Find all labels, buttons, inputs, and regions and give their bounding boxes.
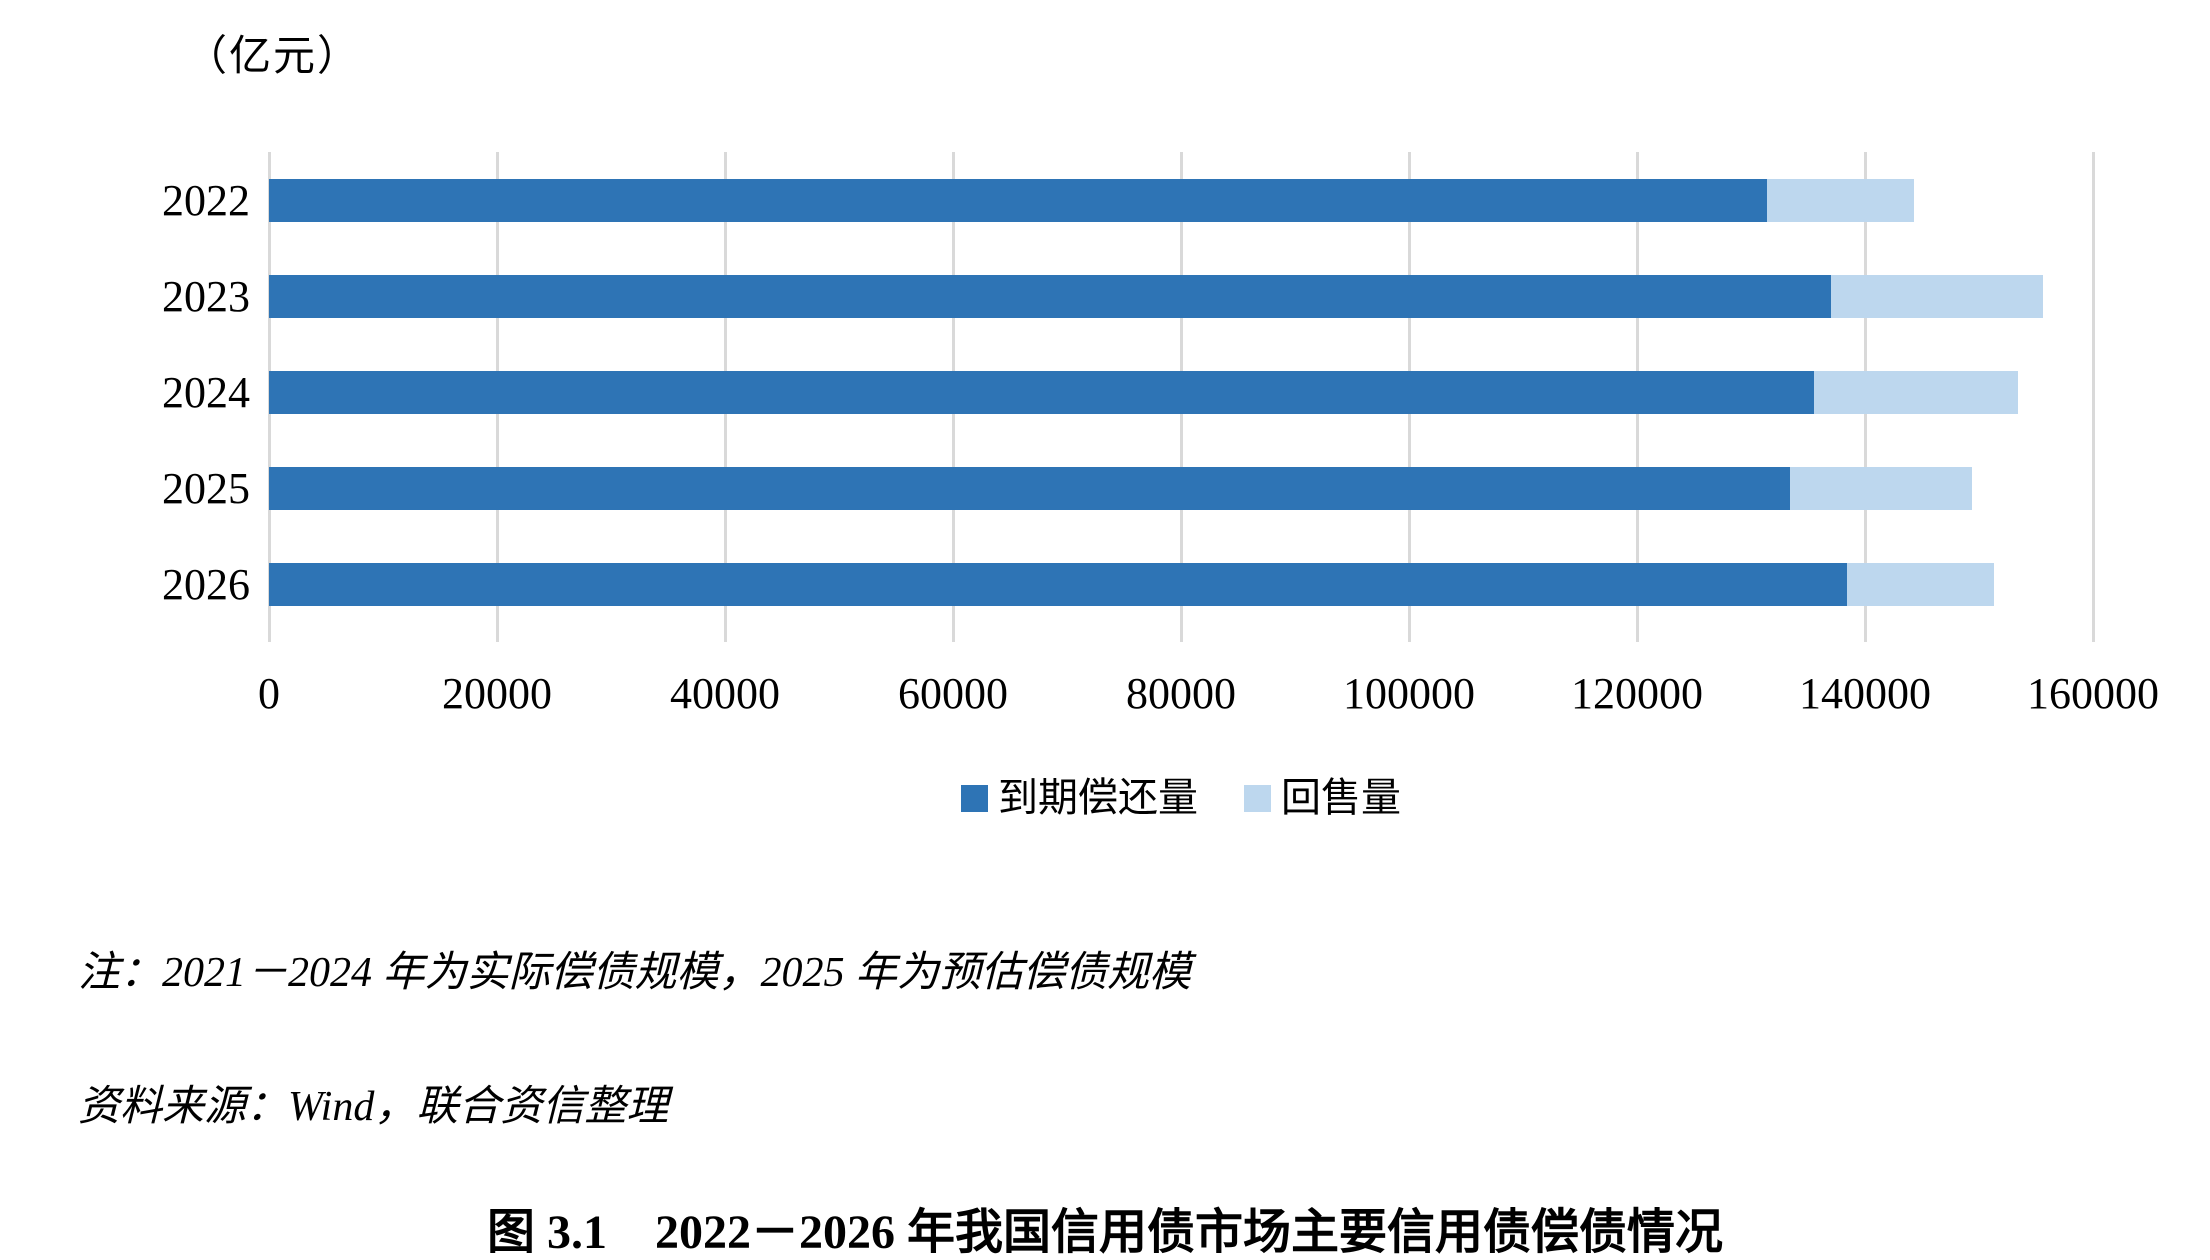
bar-segment-2023-series-0 bbox=[269, 275, 1831, 318]
bar-row-2022 bbox=[269, 179, 1914, 222]
x-tick-label-60000: 60000 bbox=[898, 669, 1008, 718]
y-tick-label-2022: 2022 bbox=[162, 176, 250, 225]
bar-segment-2022-series-1 bbox=[1766, 179, 1914, 222]
bar-segment-2026-series-1 bbox=[1846, 563, 1994, 606]
x-tick-label-80000: 80000 bbox=[1126, 669, 1236, 718]
axis-tick-80000 bbox=[1179, 632, 1183, 642]
bar-segment-2023-series-1 bbox=[1830, 275, 2043, 318]
legend-item-maturity: 到期偿还量 bbox=[961, 778, 1198, 818]
bar-row-2023 bbox=[269, 275, 2043, 318]
axis-tick-140000 bbox=[1863, 632, 1867, 642]
bar-segment-2025-series-1 bbox=[1789, 467, 1973, 510]
bar-row-2025 bbox=[269, 467, 1973, 510]
axis-tick-0 bbox=[267, 632, 271, 642]
bar-segment-2022-series-0 bbox=[269, 179, 1767, 222]
axis-tick-160000 bbox=[2091, 632, 2095, 642]
bar-segment-2024-series-0 bbox=[269, 371, 1814, 414]
plot-area bbox=[267, 152, 2095, 642]
figure-caption: 图 3.1 2022－2026 年我国信用债市场主要信用债偿债情况 bbox=[486, 1206, 1723, 1259]
axis-unit-label: （亿元） bbox=[185, 34, 362, 80]
axis-tick-120000 bbox=[1635, 632, 1639, 642]
axis-tick-40000 bbox=[723, 632, 727, 642]
gridline-160000 bbox=[2091, 152, 2095, 632]
y-tick-label-2025: 2025 bbox=[162, 464, 250, 513]
bar-segment-2026-series-0 bbox=[269, 563, 1847, 606]
legend-label-putback: 回售量 bbox=[1281, 775, 1401, 820]
x-tick-label-100000: 100000 bbox=[1343, 669, 1475, 718]
legend-label-maturity: 到期偿还量 bbox=[998, 775, 1198, 820]
bar-row-2026 bbox=[269, 563, 1994, 606]
bar-row-2024 bbox=[269, 371, 2018, 414]
legend-marker-maturity bbox=[961, 784, 988, 812]
y-tick-label-2024: 2024 bbox=[162, 368, 250, 417]
y-tick-label-2026: 2026 bbox=[162, 560, 250, 609]
figure-note: 注：2021－2024 年为实际偿债规模，2025 年为预估偿债规模 bbox=[78, 950, 1192, 996]
axis-tick-60000 bbox=[951, 632, 955, 642]
y-tick-label-2023: 2023 bbox=[162, 272, 250, 321]
x-tick-label-0: 0 bbox=[258, 669, 280, 718]
bar-segment-2024-series-1 bbox=[1813, 371, 2018, 414]
x-tick-label-120000: 120000 bbox=[1571, 669, 1703, 718]
axis-tick-20000 bbox=[495, 632, 499, 642]
chart-legend: 到期偿还量 回售量 bbox=[269, 778, 2093, 818]
x-tick-label-20000: 20000 bbox=[442, 669, 552, 718]
legend-marker-putback bbox=[1244, 784, 1271, 812]
x-tick-label-140000: 140000 bbox=[1799, 669, 1931, 718]
legend-item-putback: 回售量 bbox=[1244, 778, 1401, 818]
x-tick-label-40000: 40000 bbox=[670, 669, 780, 718]
figure-source: 资料来源：Wind，联合资信整理 bbox=[78, 1084, 669, 1130]
bar-segment-2025-series-0 bbox=[269, 467, 1790, 510]
x-tick-label-160000: 160000 bbox=[2027, 669, 2159, 718]
axis-tick-100000 bbox=[1407, 632, 1411, 642]
